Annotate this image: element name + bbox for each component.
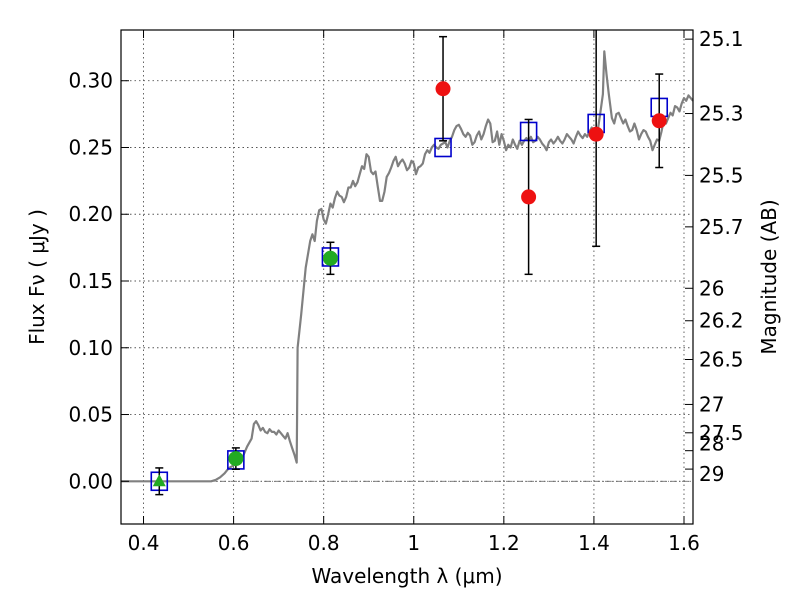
- grid: [121, 30, 693, 524]
- y-right-tick-label: 25.5: [699, 163, 744, 187]
- x-tick-label: 1.6: [668, 531, 700, 555]
- y-right-tick-label: 27: [699, 392, 724, 416]
- x-tick-label: 0.8: [308, 531, 340, 555]
- y-axis-label: Flux Fν ( μJy ): [25, 209, 49, 345]
- photometry-point: [651, 113, 667, 129]
- plot-area: [121, 30, 694, 496]
- y-right-tick-label: 26.5: [699, 348, 744, 372]
- y-tick-label: 0.15: [68, 269, 113, 293]
- photometry-point-upper: [152, 474, 166, 487]
- y-tick-label: 0.10: [68, 336, 113, 360]
- y-axis-right-label: Magnitude (AB): [757, 199, 781, 354]
- x-tick-label: 0.6: [218, 531, 250, 555]
- y-right-tick-label: 28: [699, 432, 724, 456]
- plot-frame: [120, 29, 694, 525]
- y-right-tick-label: 27.5: [699, 421, 744, 445]
- y-right-tick-label: 26.2: [699, 309, 744, 333]
- y-right-tick-label: 26: [699, 276, 724, 300]
- model-spectrum-line: [121, 50, 694, 483]
- y-tick-label: 0.00: [68, 469, 113, 493]
- y-tick-label: 0.20: [68, 202, 113, 226]
- x-tick-label: 1.4: [578, 531, 610, 555]
- x-tick-label: 1: [407, 531, 420, 555]
- photometry-point: [521, 189, 537, 205]
- photometry-point: [322, 250, 338, 266]
- photometry-point: [228, 451, 244, 467]
- x-tick-label: 1.2: [488, 531, 520, 555]
- y-tick-label: 0.25: [68, 135, 113, 159]
- photometry-point: [588, 126, 604, 142]
- y-right-tick-label: 25.3: [699, 102, 744, 126]
- axis-ticks: 0.00 0.05 0.10 0.15 0.20 0.25 0.30 0.4 0.6 0.8 1 1.…: [68, 27, 743, 555]
- y-right-tick-label: 29: [699, 462, 724, 486]
- x-axis-label: Wavelength λ (μm): [311, 564, 502, 588]
- y-right-tick-label: 25.7: [699, 215, 744, 239]
- y-tick-label: 0.30: [68, 69, 113, 93]
- y-right-tick-label: 25.1: [699, 27, 744, 51]
- photometry-point: [435, 81, 451, 97]
- y-tick-label: 0.05: [68, 403, 113, 427]
- x-tick-label: 0.4: [128, 531, 160, 555]
